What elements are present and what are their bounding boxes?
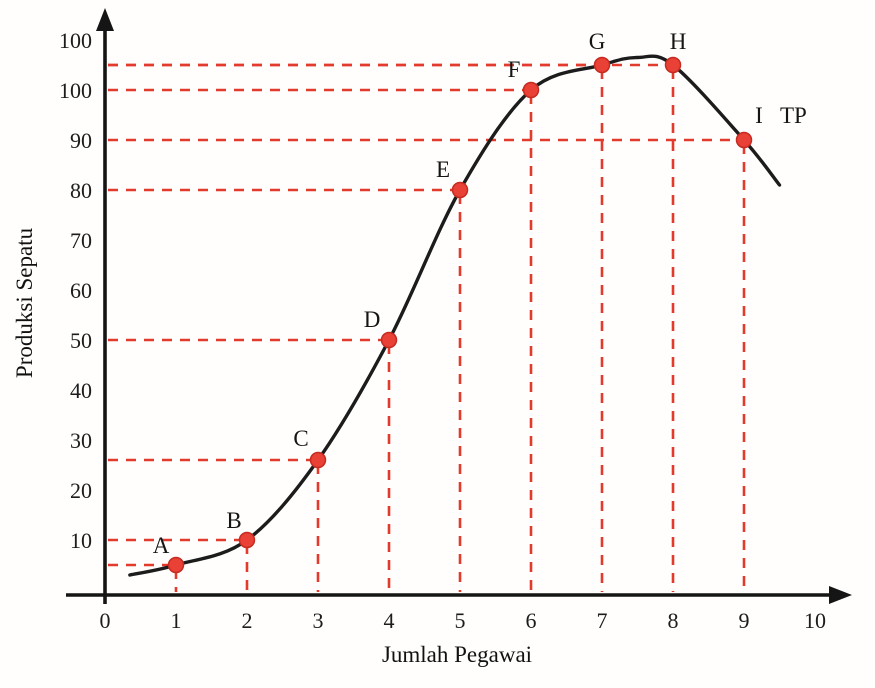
point-label-H: H (670, 29, 687, 54)
x-tick-10: 10 (804, 608, 826, 633)
x-tick-7: 7 (597, 608, 608, 633)
point-label-C: C (293, 426, 308, 451)
x-tick-2: 2 (242, 608, 253, 633)
x-tick-1: 1 (171, 608, 182, 633)
x-tick-8: 8 (668, 608, 679, 633)
curve-label-tp: TP (780, 103, 807, 128)
data-point-I (735, 131, 753, 149)
x-tick-9: 9 (739, 608, 750, 633)
data-point-B (238, 531, 256, 549)
point-label-I: I (755, 103, 763, 128)
x-tick-6: 6 (526, 608, 537, 633)
data-point-C (309, 451, 327, 469)
y-tick-50: 50 (70, 328, 92, 353)
data-point-F (522, 81, 540, 99)
y-tick-80: 80 (70, 178, 92, 203)
point-label-A: A (153, 533, 170, 558)
tp-curve (128, 54, 782, 577)
y-tick-30: 30 (70, 428, 92, 453)
y-axis-arrow (96, 8, 114, 31)
x-tick-4: 4 (384, 608, 395, 633)
y-tick-60: 60 (70, 278, 92, 303)
data-point-D (380, 331, 398, 349)
point-label-E: E (436, 157, 450, 182)
data-point-A (167, 556, 185, 574)
y-tick-100: 100 (59, 78, 92, 103)
point-label-F: F (508, 57, 521, 82)
y-tick-70: 70 (70, 228, 92, 253)
chart-layers: 0 1 2 3 4 5 6 7 8 9 10 10 20 30 40 50 60 70 80 90 100 100 A B C D… (59, 8, 852, 633)
y-tick-40: 40 (70, 378, 92, 403)
point-label-G: G (589, 29, 606, 54)
x-tick-3: 3 (313, 608, 324, 633)
data-point-H (664, 56, 682, 74)
point-label-D: D (364, 307, 381, 332)
y-tick-110: 100 (59, 28, 92, 53)
data-point-G (593, 56, 611, 74)
x-axis-arrow (829, 586, 852, 604)
y-tick-20: 20 (70, 478, 92, 503)
x-tick-0: 0 (100, 608, 111, 633)
x-axis-title: Jumlah Pegawai (382, 642, 532, 667)
y-tick-90: 90 (70, 128, 92, 153)
x-tick-5: 5 (455, 608, 466, 633)
y-axis-title: Produksi Sepatu (12, 227, 37, 378)
point-label-B: B (226, 508, 241, 533)
y-tick-10: 10 (70, 528, 92, 553)
data-point-E (451, 181, 469, 199)
